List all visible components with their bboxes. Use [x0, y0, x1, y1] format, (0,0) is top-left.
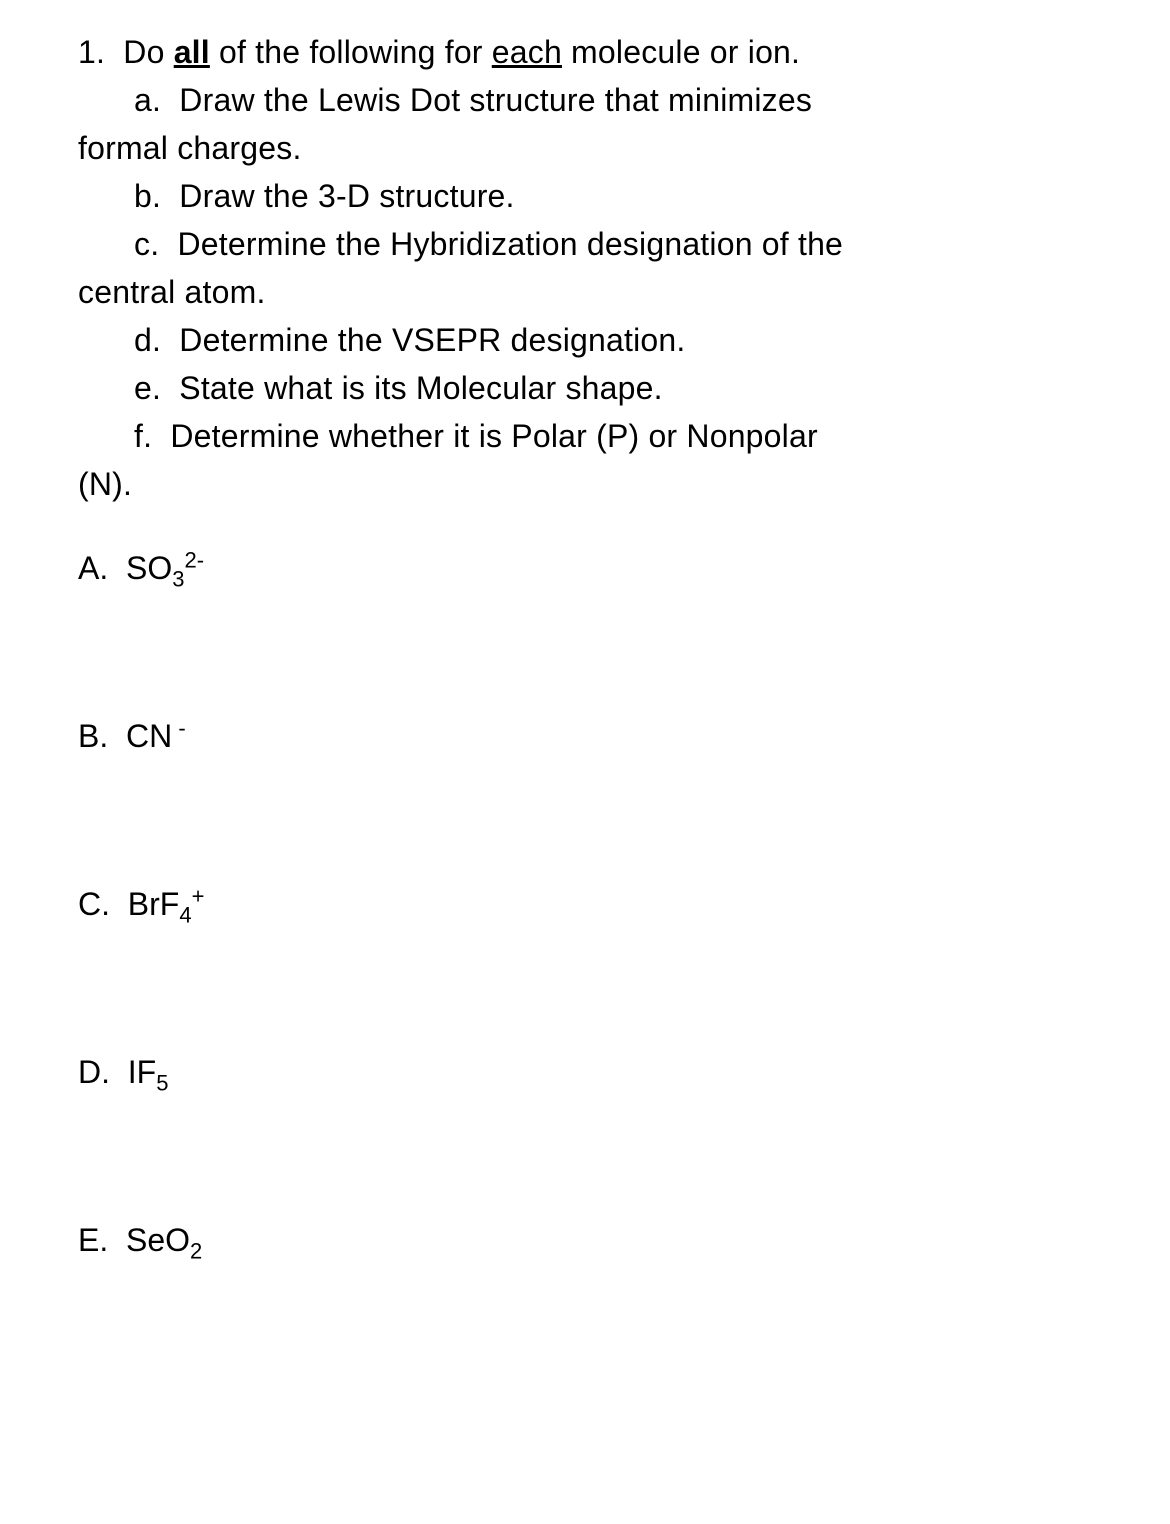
item-C: C. BrF4+ — [78, 880, 1092, 928]
question-1-intro: 1. Do all of the following for each mole… — [78, 28, 1092, 76]
q1-intro-all: all — [174, 34, 210, 70]
q1-e-label: e. — [134, 370, 161, 406]
q1-f-line2: (N). — [78, 460, 1092, 508]
item-C-label: C. — [78, 886, 110, 922]
q1-a-line2: formal charges. — [78, 124, 1092, 172]
q1-b-label: b. — [134, 178, 161, 214]
q1-c-text2: central atom. — [78, 274, 266, 310]
q1-d-text: Determine the VSEPR designation. — [179, 322, 685, 358]
q1-e: e. State what is its Molecular shape. — [78, 364, 1092, 412]
item-D: D. IF5 — [78, 1048, 1092, 1096]
q1-a-text2: formal charges. — [78, 130, 302, 166]
item-A-sup: 2- — [185, 547, 205, 572]
item-E-sub: 2 — [190, 1238, 202, 1263]
q1-intro-post: molecule or ion. — [562, 34, 800, 70]
item-B-base: CN — [126, 718, 172, 754]
q1-e-text: State what is its Molecular shape. — [179, 370, 662, 406]
item-A-base: SO — [126, 550, 172, 586]
item-A-sub: 3 — [172, 566, 184, 591]
item-E-base: SeO — [126, 1222, 190, 1258]
q1-c-label: c. — [134, 226, 159, 262]
q1-f-line1: f. Determine whether it is Polar (P) or … — [78, 412, 1092, 460]
item-B-label: B. — [78, 718, 108, 754]
q1-number: 1. — [78, 34, 105, 70]
item-D-sub: 5 — [156, 1070, 168, 1095]
q1-b-text: Draw the 3-D structure. — [179, 178, 514, 214]
q1-f-text2: (N). — [78, 466, 132, 502]
q1-intro-mid: of the following for — [210, 34, 492, 70]
q1-f-label: f. — [134, 418, 152, 454]
item-D-base: IF — [128, 1054, 156, 1090]
q1-a-line1: a. Draw the Lewis Dot structure that min… — [78, 76, 1092, 124]
q1-b: b. Draw the 3-D structure. — [78, 172, 1092, 220]
item-A-label: A. — [78, 550, 108, 586]
item-B-sup: - — [172, 715, 185, 740]
item-C-base: BrF — [128, 886, 180, 922]
q1-d-label: d. — [134, 322, 161, 358]
item-B: B. CN - — [78, 712, 1092, 760]
item-C-sub: 4 — [179, 902, 191, 927]
item-E-label: E. — [78, 1222, 108, 1258]
q1-a-label: a. — [134, 82, 161, 118]
q1-f-text1: Determine whether it is Polar (P) or Non… — [170, 418, 817, 454]
item-C-sup: + — [192, 883, 205, 908]
q1-d: d. Determine the VSEPR designation. — [78, 316, 1092, 364]
item-E: E. SeO2 — [78, 1216, 1092, 1264]
item-A: A. SO32- — [78, 544, 1092, 592]
q1-c-line1: c. Determine the Hybridization designati… — [78, 220, 1092, 268]
q1-a-text1: Draw the Lewis Dot structure that minimi… — [179, 82, 812, 118]
q1-c-text1: Determine the Hybridization designation … — [177, 226, 843, 262]
item-D-label: D. — [78, 1054, 110, 1090]
q1-intro-pre: Do — [123, 34, 173, 70]
q1-intro-each: each — [492, 34, 562, 70]
q1-c-line2: central atom. — [78, 268, 1092, 316]
